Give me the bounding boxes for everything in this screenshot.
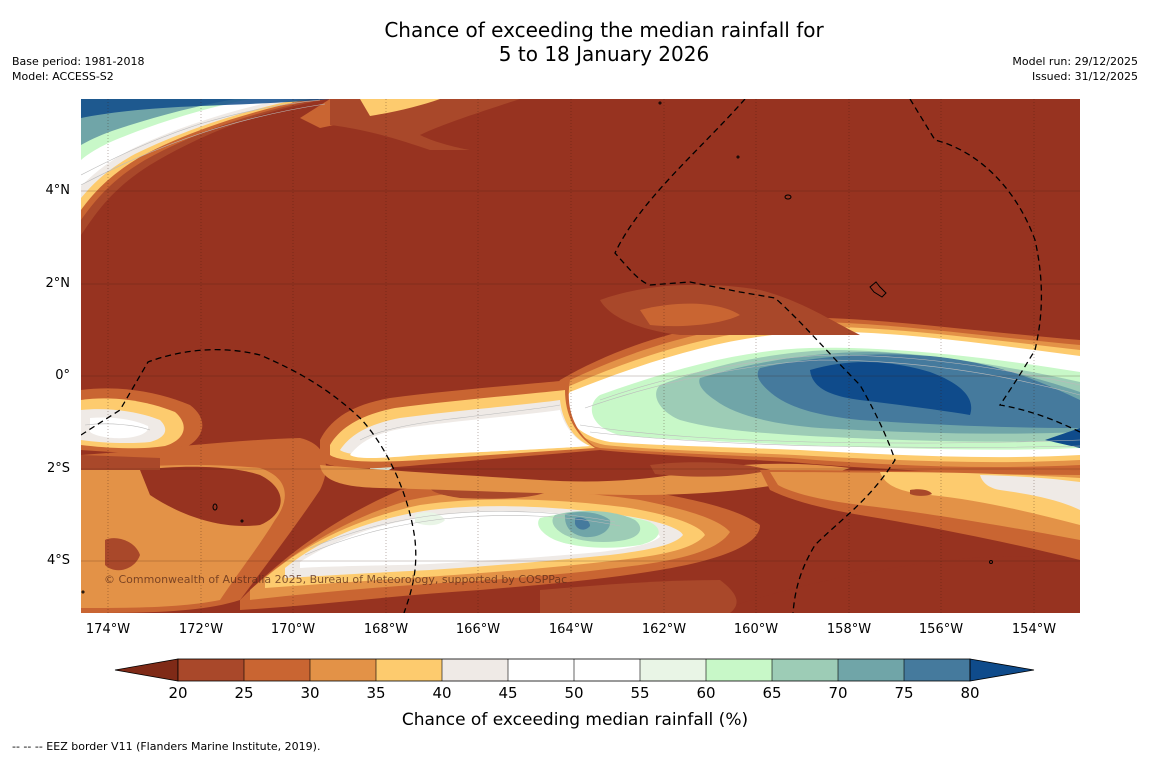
- colorbar-tick: 35: [366, 684, 386, 702]
- islands: [81, 101, 993, 594]
- lat-label: 4°S: [46, 553, 70, 568]
- colorbar-segment: [706, 659, 772, 681]
- map-field: [81, 99, 1080, 613]
- model-run: Model run: 29/12/2025: [1012, 55, 1138, 68]
- colorbar-tick: 45: [498, 684, 518, 702]
- lon-label: 164°W: [548, 622, 594, 637]
- colorbar-segment: [838, 659, 904, 681]
- contour-lines: [81, 99, 1080, 556]
- colorbar-segment: [640, 659, 706, 681]
- colorbar-segment: [904, 659, 970, 681]
- lon-label: 166°W: [455, 622, 501, 637]
- map-title: Chance of exceeding the median rainfall …: [0, 18, 1150, 66]
- issued-date: Issued: 31/12/2025: [1031, 70, 1138, 83]
- colorbar-segment: [772, 659, 838, 681]
- eez-borders: [81, 99, 1080, 613]
- lon-label: 160°W: [733, 622, 779, 637]
- lon-label: 168°W: [363, 622, 409, 637]
- colorbar-tick: 30: [300, 684, 320, 702]
- colorbar-tick: 80: [960, 684, 980, 702]
- colorbar-tick: 60: [696, 684, 716, 702]
- lon-label: 172°W: [178, 622, 224, 637]
- colorbar-tick: 20: [168, 684, 188, 702]
- lat-label: 0°: [55, 368, 70, 383]
- base-period: Base period: 1981-2018: [12, 55, 145, 68]
- colorbar-tick: 55: [630, 684, 650, 702]
- lat-label: 2°S: [46, 461, 70, 476]
- run-info: Model run: 29/12/2025 Issued: 31/12/2025: [1012, 54, 1138, 84]
- lon-label: 156°W: [918, 622, 964, 637]
- lat-label: 2°N: [45, 276, 71, 291]
- colorbar-low-arrow: [114, 658, 179, 682]
- copyright-notice: © Commonwealth of Australia 2025, Bureau…: [104, 573, 568, 586]
- colorbar-segment: [376, 659, 442, 681]
- colorbar-tick: 75: [894, 684, 914, 702]
- colorbar-label: Chance of exceeding median rainfall (%): [401, 710, 749, 730]
- lon-label: 174°W: [85, 622, 131, 637]
- colorbar: [114, 658, 1035, 682]
- lon-label: 158°W: [826, 622, 872, 637]
- rainfall-map: [81, 99, 1080, 682]
- colorbar-segment: [244, 659, 310, 681]
- colorbar-segment: [442, 659, 508, 681]
- lat-label: 4°N: [45, 183, 71, 198]
- colorbar-segment: [178, 659, 244, 681]
- colorbar-segment: [310, 659, 376, 681]
- map-title-line1: Chance of exceeding the median rainfall …: [384, 18, 824, 42]
- eez-footnote: -- -- -- EEZ border V11 (Flanders Marine…: [12, 740, 321, 753]
- lon-label: 154°W: [1011, 622, 1057, 637]
- colorbar-segment: [574, 659, 640, 681]
- base-info: Base period: 1981-2018 Model: ACCESS-S2: [12, 54, 144, 84]
- model-name: Model: ACCESS-S2: [12, 70, 114, 83]
- graticule: [81, 190, 1080, 562]
- colorbar-tick: 70: [828, 684, 848, 702]
- colorbar-high-arrow: [969, 658, 1035, 682]
- colorbar-tick: 25: [234, 684, 254, 702]
- colorbar-tick: 65: [762, 684, 782, 702]
- colorbar-tick: 50: [564, 684, 584, 702]
- colorbar-segment: [508, 659, 574, 681]
- lon-label: 170°W: [270, 622, 316, 637]
- colorbar-tick: 40: [432, 684, 452, 702]
- lon-label: 162°W: [641, 622, 687, 637]
- map-title-line2: 5 to 18 January 2026: [498, 42, 710, 66]
